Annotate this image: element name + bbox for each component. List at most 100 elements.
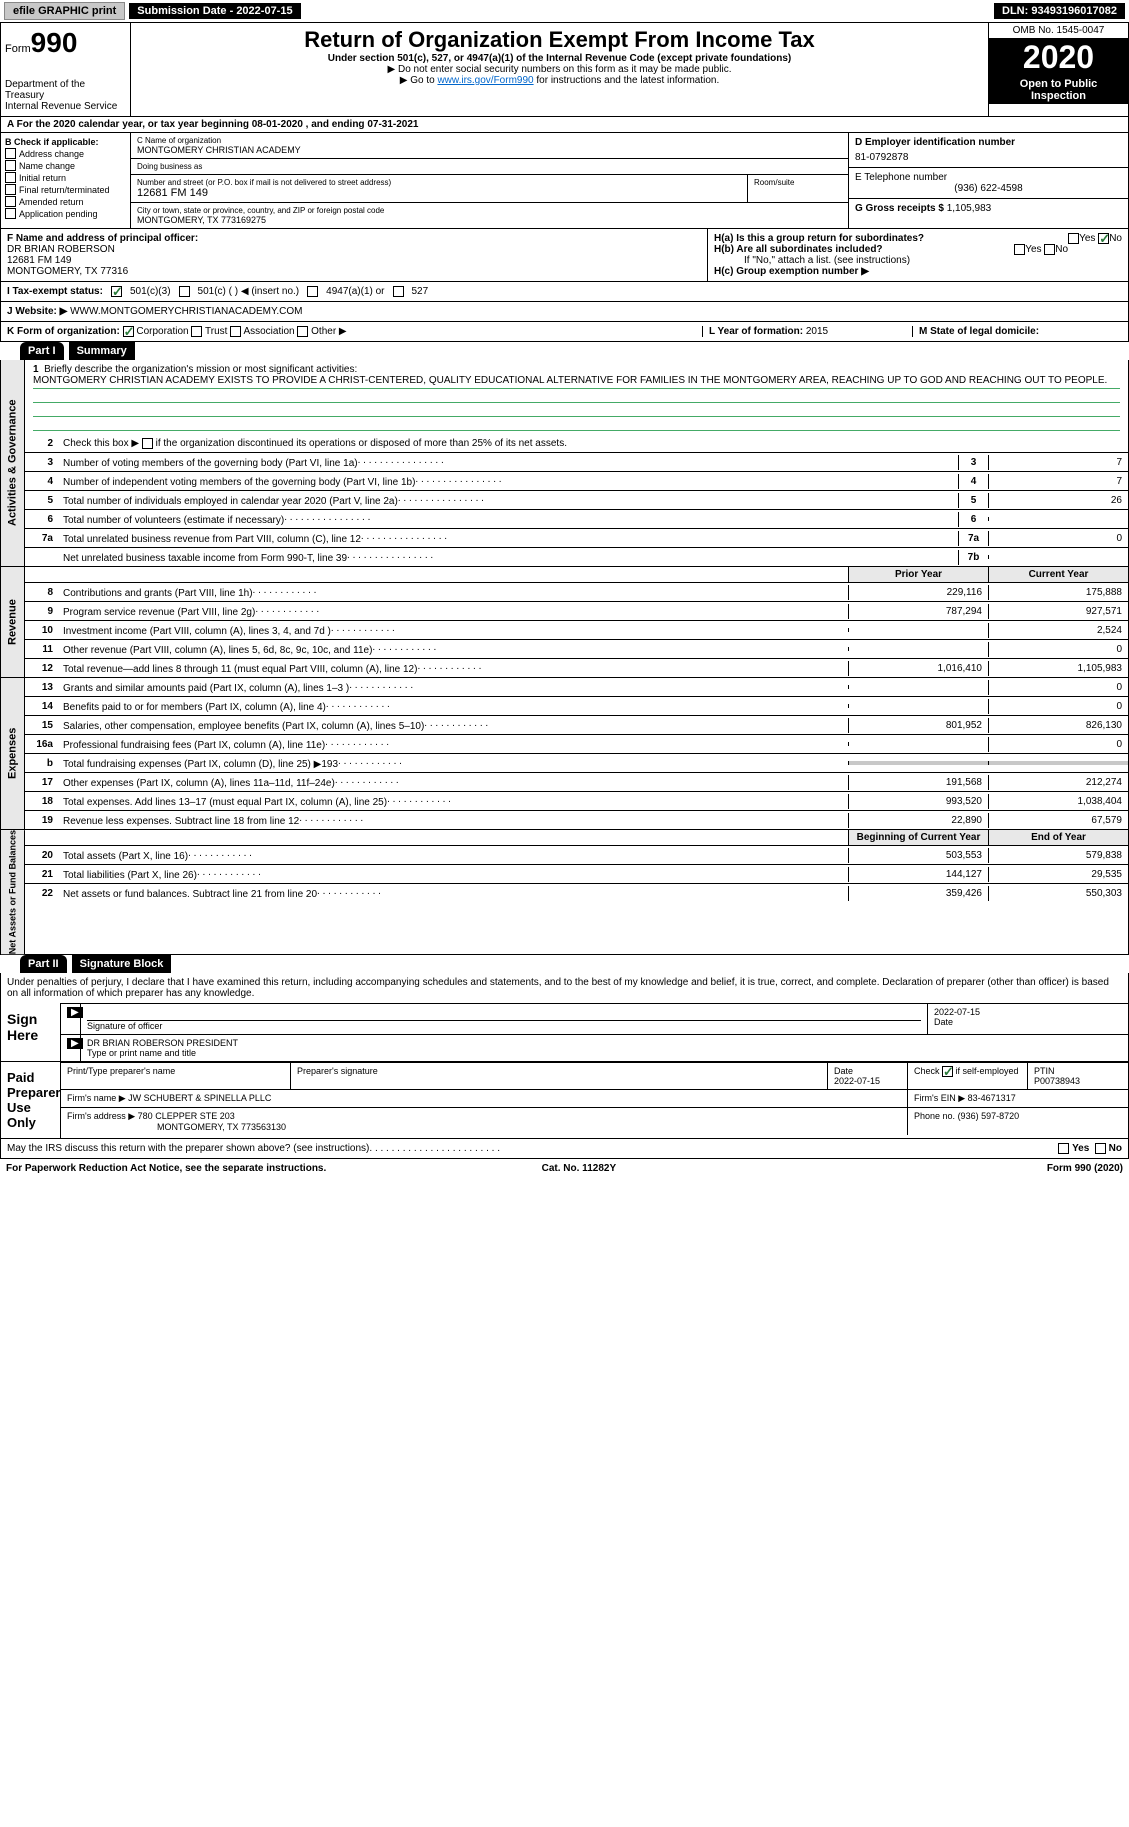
gov-line: Net unrelated business taxable income fr… xyxy=(25,548,1128,566)
hb-note: If "No," attach a list. (see instruction… xyxy=(714,255,1122,266)
part1-revenue: Revenue Prior Year Current Year 8Contrib… xyxy=(0,567,1129,678)
room-label: Room/suite xyxy=(754,178,842,187)
data-line: 11Other revenue (Part VIII, column (A), … xyxy=(25,640,1128,659)
website-label: J Website: ▶ xyxy=(7,306,67,317)
form-prefix: Form xyxy=(5,43,31,55)
side-expenses: Expenses xyxy=(1,678,25,829)
firm-phone-label: Phone no. xyxy=(914,1111,955,1121)
hb-yes[interactable] xyxy=(1014,244,1025,255)
section-c: C Name of organization MONTGOMERY CHRIST… xyxy=(131,133,848,228)
firm-city: MONTGOMERY, TX 773563130 xyxy=(67,1122,286,1132)
may-irs-text: May the IRS discuss this return with the… xyxy=(7,1143,369,1154)
data-line: 9Program service revenue (Part VIII, lin… xyxy=(25,602,1128,621)
hb-label: H(b) Are all subordinates included? xyxy=(714,244,883,255)
ein-label: D Employer identification number xyxy=(855,137,1122,148)
section-b-label: B Check if applicable: xyxy=(5,137,126,147)
hb-no[interactable] xyxy=(1044,244,1055,255)
chk-527[interactable] xyxy=(393,286,404,297)
chk-address-change[interactable] xyxy=(5,148,16,159)
chk-final[interactable] xyxy=(5,184,16,195)
mission-blank3 xyxy=(33,417,1120,431)
officer-addr2: MONTGOMERY, TX 77316 xyxy=(7,266,128,277)
chk-amended[interactable] xyxy=(5,196,16,207)
row-j: J Website: ▶ WWW.MONTGOMERYCHRISTIANACAD… xyxy=(0,302,1129,322)
q2-text: Check this box ▶ if the organization dis… xyxy=(59,436,1128,451)
opt-4947: 4947(a)(1) or xyxy=(326,286,384,297)
chk-501c3[interactable] xyxy=(111,286,122,297)
entity-section: B Check if applicable: Address change Na… xyxy=(0,133,1129,229)
chk-501c[interactable] xyxy=(179,286,190,297)
year-formation-label: L Year of formation: xyxy=(709,326,803,337)
chk-trust[interactable] xyxy=(191,326,202,337)
prep-sig-label: Preparer's signature xyxy=(291,1063,828,1089)
form-subtitle: Under section 501(c), 527, or 4947(a)(1)… xyxy=(135,53,984,64)
data-line: 13Grants and similar amounts paid (Part … xyxy=(25,678,1128,697)
sig-date-label: Date xyxy=(934,1017,953,1027)
firm-ein: 83-4671317 xyxy=(968,1093,1016,1103)
hc-label: H(c) Group exemption number ▶ xyxy=(714,266,869,277)
chk-4947[interactable] xyxy=(307,286,318,297)
officer-printed-name: DR BRIAN ROBERSON PRESIDENT xyxy=(87,1038,1122,1048)
chk-other[interactable] xyxy=(297,326,308,337)
year-formation: 2015 xyxy=(806,326,828,337)
opt-corp: Corporation xyxy=(136,326,188,337)
signature-block: Under penalties of perjury, I declare th… xyxy=(0,973,1129,1159)
gov-line: 3Number of voting members of the governi… xyxy=(25,453,1128,472)
phone-value: (936) 622-4598 xyxy=(855,183,1122,194)
opt-name: Name change xyxy=(19,161,75,171)
ha-yes[interactable] xyxy=(1068,233,1079,244)
city-value: MONTGOMERY, TX 773169275 xyxy=(137,215,842,225)
form-num: 990 xyxy=(31,27,78,58)
chk-pending[interactable] xyxy=(5,208,16,219)
efile-button[interactable]: efile GRAPHIC print xyxy=(4,2,125,20)
ein-value: 81-0792878 xyxy=(855,152,1122,163)
note2-post: for instructions and the latest informat… xyxy=(536,75,719,86)
chk-self-employed[interactable] xyxy=(942,1066,953,1077)
data-line: 18Total expenses. Add lines 13–17 (must … xyxy=(25,792,1128,811)
row-i: I Tax-exempt status: 501(c)(3) 501(c) ( … xyxy=(0,282,1129,302)
mission-text: MONTGOMERY CHRISTIAN ACADEMY EXISTS TO P… xyxy=(33,375,1120,389)
section-d: D Employer identification number 81-0792… xyxy=(848,133,1128,228)
opt-trust: Trust xyxy=(205,326,227,337)
opt-amended: Amended return xyxy=(19,197,84,207)
sig-officer-label: Signature of officer xyxy=(87,1021,162,1031)
firm-addr-label: Firm's address ▶ xyxy=(67,1111,135,1121)
side-netassets: Net Assets or Fund Balances xyxy=(1,830,25,954)
state-domicile-label: M State of legal domicile: xyxy=(919,326,1039,337)
chk-name-change[interactable] xyxy=(5,160,16,171)
ha-no[interactable] xyxy=(1098,233,1109,244)
part1-title: Summary xyxy=(69,342,135,360)
part2-title: Signature Block xyxy=(72,955,172,973)
firm-name: JW SCHUBERT & SPINELLA PLLC xyxy=(128,1093,271,1103)
gov-line: 6Total number of volunteers (estimate if… xyxy=(25,510,1128,529)
may-irs-yes[interactable] xyxy=(1058,1143,1069,1154)
data-line: 14Benefits paid to or for members (Part … xyxy=(25,697,1128,716)
note2-pre: ▶ Go to xyxy=(400,75,438,86)
firm-phone: (936) 597-8720 xyxy=(958,1111,1020,1121)
col-prior: Prior Year xyxy=(848,567,988,582)
org-name: MONTGOMERY CHRISTIAN ACADEMY xyxy=(137,145,842,155)
side-revenue: Revenue xyxy=(1,567,25,677)
opt-address: Address change xyxy=(19,149,84,159)
instructions-link[interactable]: www.irs.gov/Form990 xyxy=(437,75,533,86)
form-note2: ▶ Go to www.irs.gov/Form990 for instruct… xyxy=(135,75,984,86)
mission-blank1 xyxy=(33,389,1120,403)
officer-type-label: Type or print name and title xyxy=(87,1048,196,1058)
org-name-label: C Name of organization xyxy=(137,136,842,145)
firm-name-label: Firm's name ▶ xyxy=(67,1093,126,1103)
form-org-label: K Form of organization: xyxy=(7,326,120,337)
chk-corp[interactable] xyxy=(123,326,134,337)
may-irs-no[interactable] xyxy=(1095,1143,1106,1154)
paperwork-notice: For Paperwork Reduction Act Notice, see … xyxy=(6,1163,326,1174)
chk-assoc[interactable] xyxy=(230,326,241,337)
chk-initial[interactable] xyxy=(5,172,16,183)
dln-label: DLN: 93493196017082 xyxy=(994,3,1125,19)
data-line: 10Investment income (Part VIII, column (… xyxy=(25,621,1128,640)
part1-governance: Activities & Governance 1 Briefly descri… xyxy=(0,360,1129,567)
prep-date: 2022-07-15 xyxy=(834,1076,880,1086)
opt-pending: Application pending xyxy=(19,209,98,219)
part1-expenses: Expenses 13Grants and similar amounts pa… xyxy=(0,678,1129,830)
addr-label: Number and street (or P.O. box if mail i… xyxy=(137,178,741,187)
chk-discontinued[interactable] xyxy=(142,438,153,449)
opt-other: Other ▶ xyxy=(311,326,346,337)
